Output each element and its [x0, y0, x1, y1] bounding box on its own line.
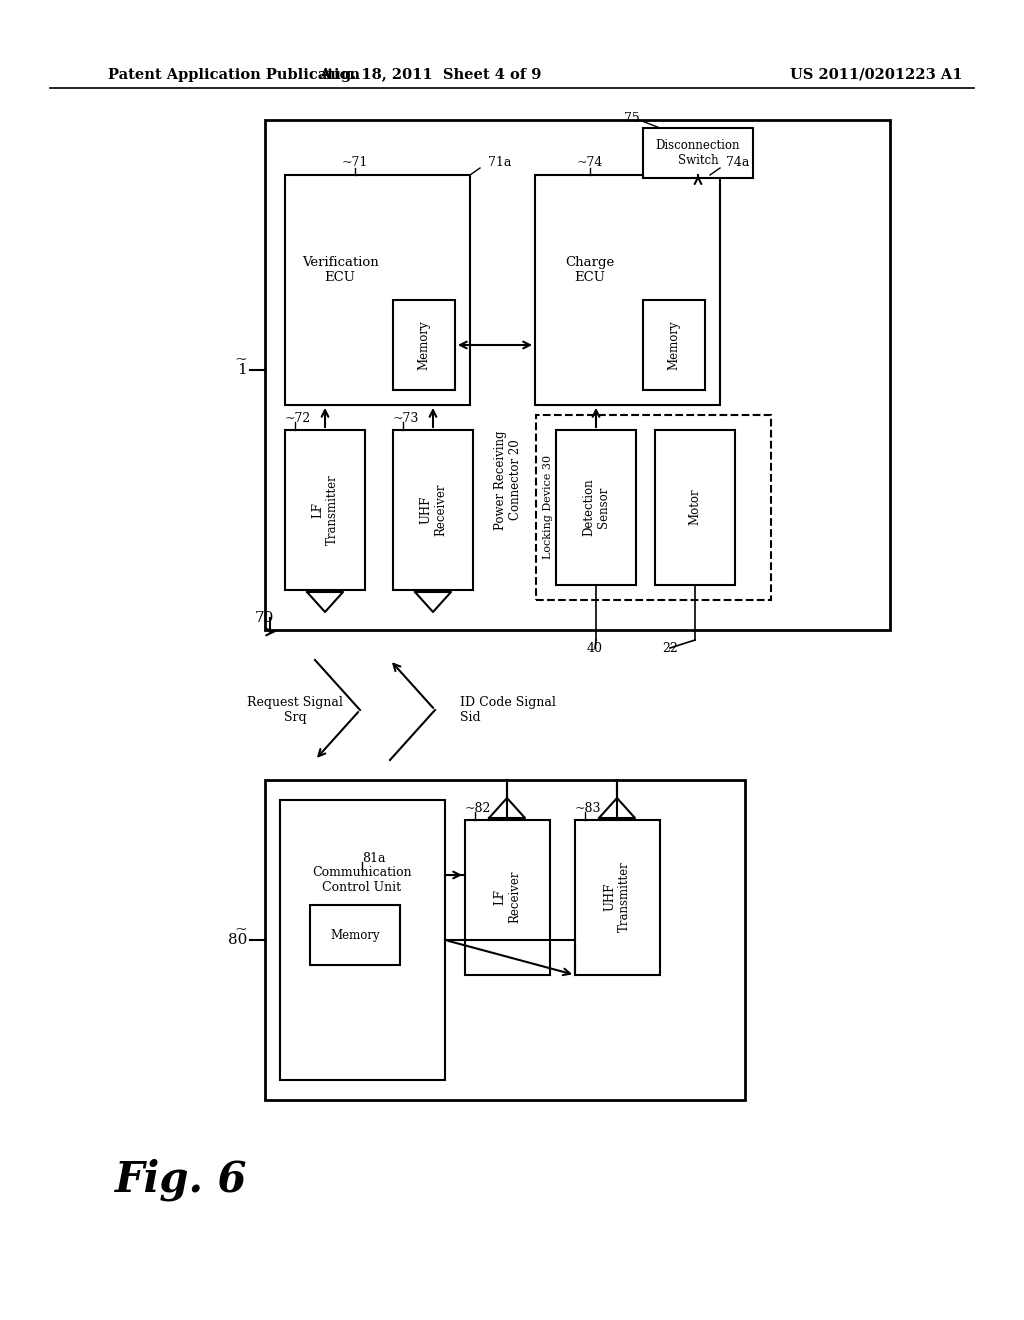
Text: Aug. 18, 2011  Sheet 4 of 9: Aug. 18, 2011 Sheet 4 of 9 — [318, 69, 542, 82]
Bar — [393, 430, 473, 590]
Text: Disconnection
Switch: Disconnection Switch — [655, 139, 740, 168]
Bar — [280, 800, 445, 1080]
Bar — [655, 430, 735, 585]
Text: ~73: ~73 — [393, 412, 420, 425]
Text: 71a: 71a — [488, 156, 511, 169]
Text: ID Code Signal
Sid: ID Code Signal Sid — [460, 696, 556, 723]
Text: ~82: ~82 — [465, 801, 492, 814]
Text: Power Receiving
Connector 20: Power Receiving Connector 20 — [494, 430, 522, 529]
Text: Detection
Sensor: Detection Sensor — [582, 478, 610, 536]
Bar — [310, 906, 400, 965]
Text: US 2011/0201223 A1: US 2011/0201223 A1 — [790, 69, 963, 82]
Bar — [265, 120, 890, 630]
Text: 1: 1 — [238, 363, 247, 378]
Text: 81a: 81a — [362, 851, 385, 865]
Text: Request Signal
Srq: Request Signal Srq — [247, 696, 343, 723]
Text: Patent Application Publication: Patent Application Publication — [108, 69, 360, 82]
Text: UHF
Receiver: UHF Receiver — [419, 483, 447, 536]
Text: LF
Receiver: LF Receiver — [493, 871, 521, 923]
Text: Memory: Memory — [668, 321, 681, 370]
Text: Verification
ECU: Verification ECU — [302, 256, 379, 284]
Bar — [575, 820, 660, 975]
Text: ~83: ~83 — [575, 801, 601, 814]
Text: 40: 40 — [587, 642, 603, 655]
Text: 70: 70 — [255, 611, 274, 624]
Bar — [643, 128, 753, 178]
Text: Charge
ECU: Charge ECU — [565, 256, 614, 284]
Bar — [285, 176, 470, 405]
Bar — [643, 300, 705, 389]
Bar — [535, 176, 720, 405]
Text: Memory: Memory — [418, 321, 430, 370]
Bar — [265, 780, 745, 1100]
Text: ~: ~ — [234, 352, 247, 367]
Text: Memory: Memory — [330, 928, 380, 941]
Text: Communication
Control Unit: Communication Control Unit — [312, 866, 412, 894]
Bar — [556, 430, 636, 585]
Text: 22: 22 — [663, 642, 678, 655]
Text: ~72: ~72 — [285, 412, 311, 425]
Bar — [465, 820, 550, 975]
Text: Fig. 6: Fig. 6 — [115, 1159, 248, 1201]
Text: ~71: ~71 — [342, 156, 369, 169]
Bar — [536, 414, 771, 601]
Text: Motor: Motor — [688, 488, 701, 525]
Text: UHF
Transmitter: UHF Transmitter — [603, 862, 631, 932]
Text: ~74: ~74 — [577, 156, 603, 169]
Text: LF
Transmitter: LF Transmitter — [311, 475, 339, 545]
Text: Locking Device 30: Locking Device 30 — [543, 455, 553, 560]
Bar — [393, 300, 455, 389]
Text: ~: ~ — [234, 923, 247, 937]
Text: 74a: 74a — [726, 156, 750, 169]
Text: 75: 75 — [625, 111, 640, 124]
Bar — [285, 430, 365, 590]
Text: 80: 80 — [227, 933, 247, 946]
